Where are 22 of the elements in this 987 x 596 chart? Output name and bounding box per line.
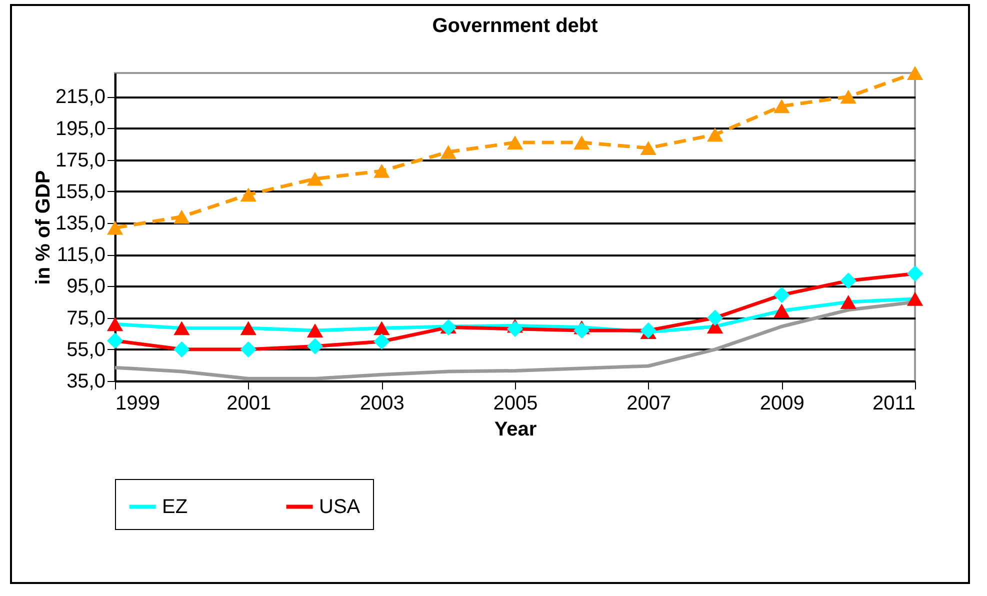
x-tick-label: 2003	[360, 392, 404, 414]
x-tick-label: 2001	[226, 392, 272, 414]
y-tick-label: 135,0	[55, 212, 106, 235]
x-tick-label: 2009	[760, 392, 804, 414]
y-tick-label: 35,0	[66, 370, 106, 392]
x-tick-label: 2007	[626, 392, 672, 414]
y-tick-label: 175,0	[55, 149, 106, 172]
x-axis-title: Year	[494, 418, 537, 440]
x-tick-label: 2005	[493, 392, 538, 414]
x-tick-label: 2011	[872, 392, 916, 414]
y-tick-label: 95,0	[66, 276, 106, 298]
chart-title: Government debt	[432, 15, 598, 38]
x-tick-label: 1999	[116, 392, 160, 414]
y-tick-label: 75,0	[66, 307, 106, 330]
y-tick-label: 55,0	[66, 338, 106, 361]
y-tick-label: 115,0	[56, 244, 106, 266]
legend-label: EZ	[162, 496, 188, 518]
y-tick-label: 195,0	[55, 118, 106, 140]
y-axis-title: in % of GDP	[32, 170, 54, 285]
y-tick-label: 215,0	[55, 86, 106, 108]
legend-label: USA	[319, 496, 361, 518]
y-tick-label: 155,0	[55, 180, 106, 203]
